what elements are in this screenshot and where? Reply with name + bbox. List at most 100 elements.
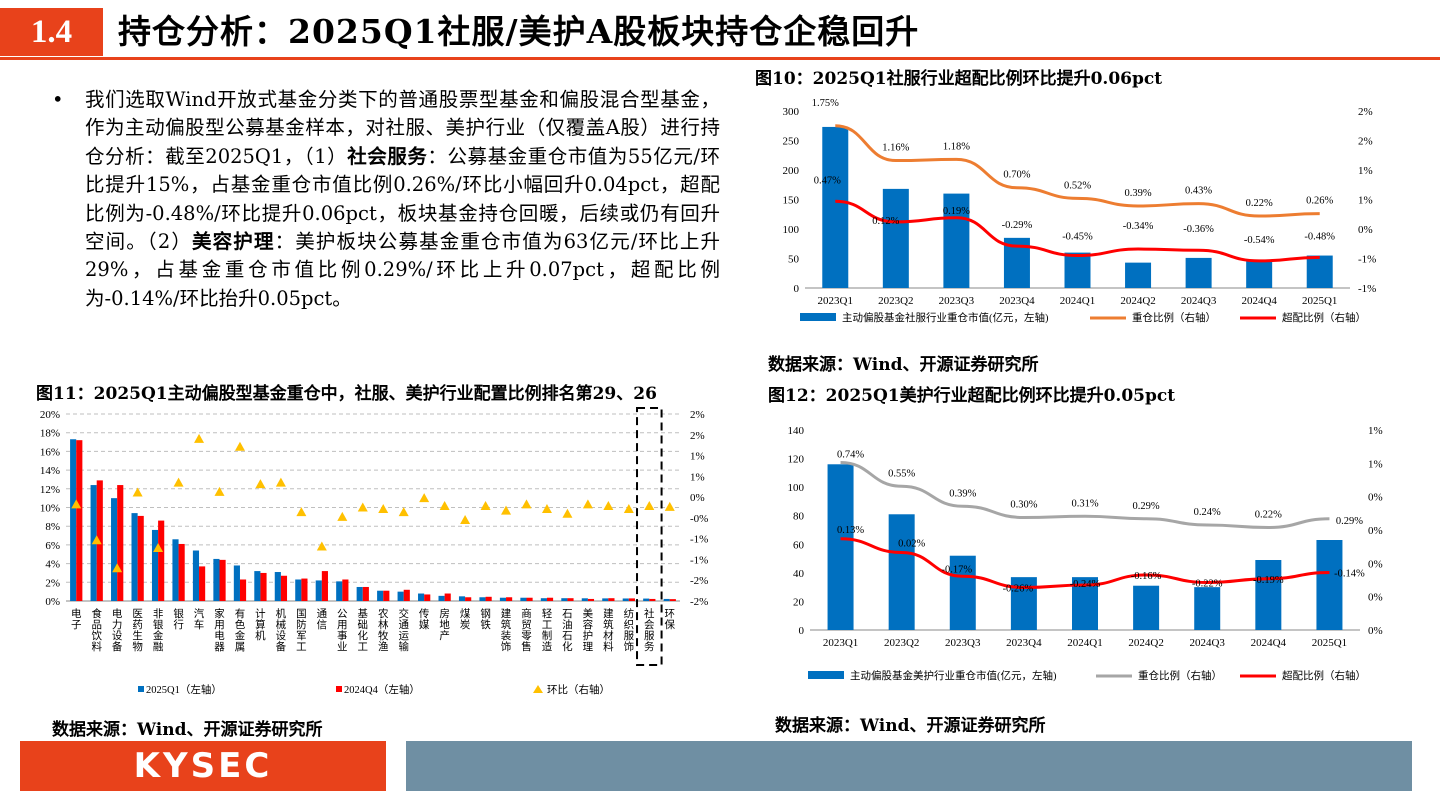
data-label: -0.24% xyxy=(1070,579,1101,590)
holding-ratio-line xyxy=(835,124,1320,218)
qoq-marker xyxy=(316,541,327,551)
x-tick-char: 制 xyxy=(542,629,553,642)
x-tick-char: 械 xyxy=(276,618,287,631)
y-right-tick-label: -1% xyxy=(690,534,708,546)
bar-2025q1 xyxy=(315,580,322,601)
header-rule xyxy=(0,57,1440,60)
bar-2025q1 xyxy=(172,539,179,601)
legend-swatch-bar xyxy=(808,671,844,679)
qoq-marker xyxy=(582,499,593,509)
x-tick-char: 服 xyxy=(644,630,655,642)
x-tick-char: 农 xyxy=(378,607,389,620)
x-tick-char: 务 xyxy=(644,640,655,653)
x-tick-char: 通 xyxy=(317,608,328,620)
x-tick-char: 机 xyxy=(255,629,266,642)
x-tick-char: 设 xyxy=(112,630,123,642)
x-tick-char: 础 xyxy=(358,619,369,631)
y-left-tick-label: 50 xyxy=(788,254,800,266)
qoq-marker xyxy=(112,563,123,573)
qoq-marker xyxy=(480,500,491,510)
bar xyxy=(1125,262,1152,288)
data-label: 0.31% xyxy=(1071,498,1098,509)
x-tick-char: 产 xyxy=(439,629,450,642)
data-label: -0.29% xyxy=(1002,220,1033,231)
y-left-tick-label: 14% xyxy=(40,465,60,477)
qoq-marker xyxy=(234,441,245,451)
y-right-tick-label: -2% xyxy=(690,575,708,587)
fig12-caption: 图12：2025Q1美护行业超配比例环比提升0.05pct xyxy=(768,386,1176,406)
highlight-box xyxy=(636,407,663,666)
bar-2025q1 xyxy=(602,598,609,601)
x-tick-char: 电 xyxy=(214,629,225,642)
data-label: 0.29% xyxy=(1336,516,1363,527)
x-tick-char: 军 xyxy=(296,630,307,642)
bar xyxy=(1064,252,1091,288)
x-tick-char: 输 xyxy=(398,640,409,653)
x-tick-label: 2024Q3 xyxy=(1181,295,1217,307)
x-tick-char: 渔 xyxy=(378,641,389,653)
data-label: -0.19% xyxy=(1253,575,1284,586)
x-tick-char: 容 xyxy=(583,618,594,631)
qoq-marker xyxy=(644,500,655,510)
data-label: -0.54% xyxy=(1244,235,1275,246)
data-label: 0.52% xyxy=(1064,180,1091,191)
x-tick-label: 2025Q1 xyxy=(1312,637,1347,649)
qoq-marker xyxy=(194,433,205,443)
legend-label: 重仓比例（右轴） xyxy=(1132,311,1216,324)
x-tick-label: 传媒 xyxy=(419,608,430,631)
x-tick-char: 造 xyxy=(542,640,553,653)
x-tick-char: 售 xyxy=(521,640,532,653)
qoq-marker xyxy=(664,501,675,511)
y-left-tick-label: 150 xyxy=(783,195,800,207)
bullet-dot: • xyxy=(52,88,64,111)
x-tick-label: 2024Q1 xyxy=(1060,295,1095,307)
x-tick-char: 会 xyxy=(644,618,655,631)
overweight-ratio-line xyxy=(835,199,1320,263)
x-tick-label: 石油石化 xyxy=(562,609,573,653)
x-tick-char: 化 xyxy=(562,640,573,653)
bar-2025q1 xyxy=(561,598,568,601)
legend-swatch-qoq xyxy=(533,685,543,693)
x-tick-label: 轻工制造 xyxy=(542,607,553,653)
x-tick-label: 美容护理 xyxy=(583,607,594,653)
bar-2025q1 xyxy=(479,597,486,601)
x-tick-label: 建筑装饰 xyxy=(501,607,512,653)
data-label: 0.47% xyxy=(814,175,841,186)
x-tick-char: 备 xyxy=(112,640,123,653)
bar-2024q4 xyxy=(280,575,288,601)
bar xyxy=(1255,560,1282,630)
x-tick-char: 筑 xyxy=(603,618,614,631)
bar xyxy=(949,555,976,630)
y-right-tick-label: -1% xyxy=(1358,254,1376,266)
y-left-tick-label: 60 xyxy=(793,539,805,551)
bar-2025q1 xyxy=(643,598,650,601)
fig12-source: 数据来源：Wind、开源证券研究所 xyxy=(775,716,1046,736)
x-tick-char: 行 xyxy=(173,618,184,631)
legend-label: 2025Q1（左轴） xyxy=(146,683,222,696)
bar-2025q1 xyxy=(377,590,384,601)
bar-2024q4 xyxy=(546,597,554,601)
legend-label: 超配比例（右轴） xyxy=(1282,311,1366,324)
x-tick-label: 电子 xyxy=(71,607,82,631)
x-tick-char: 媒 xyxy=(419,618,430,631)
x-tick-char: 料 xyxy=(91,640,102,653)
bar-2024q4 xyxy=(608,598,615,601)
x-tick-char: 贸 xyxy=(521,619,532,631)
legend-label: 超配比例（右轴） xyxy=(1282,669,1366,682)
qoq-marker xyxy=(214,486,225,496)
x-tick-char: 传 xyxy=(419,608,430,620)
bar-2024q4 xyxy=(342,579,349,601)
x-tick-label: 2023Q1 xyxy=(818,295,853,307)
x-tick-char: 用 xyxy=(214,620,225,631)
qoq-marker xyxy=(460,514,471,524)
data-label: -0.16% xyxy=(1131,571,1162,582)
x-tick-label: 建筑材料 xyxy=(603,607,614,653)
x-tick-char: 工 xyxy=(358,642,369,653)
data-label: -0.45% xyxy=(1062,232,1093,243)
bar xyxy=(1306,255,1333,288)
x-tick-label: 通信 xyxy=(317,608,328,631)
y-left-tick-label: 250 xyxy=(783,136,800,148)
x-tick-char: 融 xyxy=(153,641,164,653)
legend-label: 主动偏股基金美护行业重仓市值(亿元，左轴) xyxy=(850,669,1057,682)
fig11-source: 数据来源：Wind、开源证券研究所 xyxy=(52,720,323,740)
